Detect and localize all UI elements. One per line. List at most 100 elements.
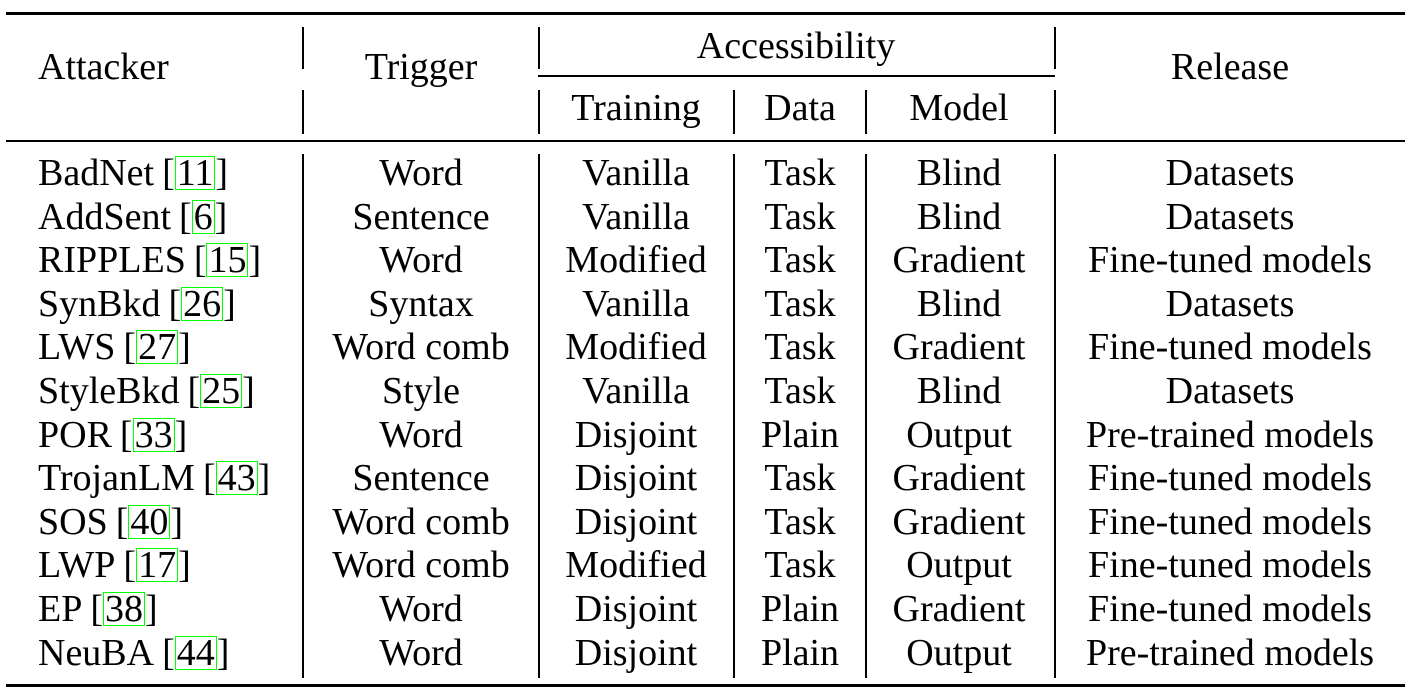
attacker-name: BadNet [38,152,155,194]
table-cell-training: Disjoint [574,414,698,456]
table-cell-model: Gradient [892,239,1026,281]
citation-bracket: ] [257,457,271,499]
citation-bracket: ] [216,632,230,674]
attacker-name: RIPPLES [38,239,186,281]
citation-bracket: [ [168,283,182,325]
table-cell-trigger: Word comb [332,501,510,543]
citation-bracket: ] [178,544,191,586]
citation-bracket: ] [215,152,228,194]
table-cell-trigger: Syntax [368,283,474,325]
citation-bracket: [ [187,370,201,412]
citation-bracket: [ [162,152,175,194]
citation-link[interactable]: 11 [174,152,216,194]
table-cell-release: Pre-trained models [1085,414,1375,456]
table-cell-model: Output [906,414,1012,456]
table-cell-trigger: Sentence [352,196,490,238]
table-row-attacker: StyleBkd [25] [38,369,255,413]
table-cell-model: Output [906,632,1012,674]
citation-link[interactable]: 15 [206,239,249,281]
citation-link[interactable]: 40 [128,501,171,543]
table-cell-training: Disjoint [574,588,698,630]
table-cell-training: Modified [565,544,707,586]
citation-link[interactable]: 33 [132,414,175,456]
table-cell-trigger: Style [381,370,461,412]
accessibility-underline [538,75,1055,77]
table-cell-training: Modified [565,239,707,281]
header-divider [1054,90,1056,134]
header-divider [302,90,304,134]
table-cell-data: Task [764,152,836,194]
table-cell-release: Datasets [1165,152,1295,194]
table-cell-data: Task [764,457,836,499]
citation-bracket: [ [90,588,104,630]
column-divider [865,154,867,678]
citation-bracket: ] [248,239,262,281]
citation-bracket: ] [170,501,184,543]
table-cell-data: Task [764,326,836,368]
citation-bracket: ] [242,370,255,412]
table-cell-trigger: Word [379,588,463,630]
column-divider [302,154,304,678]
table-cell-release: Fine-tuned models [1088,501,1372,543]
header-data: Data [764,87,836,129]
citation-link[interactable]: 38 [103,588,146,630]
table-row-attacker: NeuBA [44] [38,631,229,675]
header-trigger: Trigger [364,46,478,88]
table-cell-release: Fine-tuned models [1088,588,1372,630]
column-divider [538,154,540,678]
citation-link[interactable]: 6 [191,196,215,238]
table-cell-release: Datasets [1165,370,1295,412]
table-cell-training: Disjoint [574,632,698,674]
attacker-name: LWS [38,326,116,368]
citation-bracket: [ [119,414,133,456]
table-cell-trigger: Word comb [332,544,510,586]
table-row-attacker: BadNet [11] [38,151,228,195]
table-cell-model: Gradient [892,326,1026,368]
top-rule [6,12,1405,15]
table-cell-data: Plain [760,588,840,630]
header-attacker: Attacker [38,46,169,88]
table-cell-model: Blind [916,152,1002,194]
table-cell-data: Plain [760,414,840,456]
table-row-attacker: AddSent [6] [38,195,227,239]
table-cell-data: Task [764,501,836,543]
table-cell-data: Task [764,239,836,281]
table-cell-trigger: Word [379,152,463,194]
attacker-name: POR [38,414,112,456]
table-cell-model: Blind [916,283,1002,325]
table-row-attacker: EP [38] [38,587,158,631]
citation-bracket: [ [202,457,216,499]
table-cell-trigger: Word [379,239,463,281]
attacker-name: StyleBkd [38,370,180,412]
bottom-rule [6,684,1405,687]
citation-link[interactable]: 27 [136,326,179,368]
table-cell-model: Gradient [892,457,1026,499]
table-cell-release: Datasets [1165,196,1295,238]
table-cell-release: Fine-tuned models [1088,544,1372,586]
citation-link[interactable]: 17 [136,544,179,586]
citation-link[interactable]: 26 [181,283,224,325]
header-bottom-rule [6,140,1405,142]
table-cell-data: Task [764,544,836,586]
table-row-attacker: RIPPLES [15] [38,238,261,282]
table-cell-release: Datasets [1165,283,1295,325]
citation-link[interactable]: 25 [200,370,243,412]
table-cell-model: Gradient [892,588,1026,630]
table-cell-training: Modified [565,326,707,368]
citation-bracket: [ [179,196,192,238]
attacker-name: SynBkd [38,283,161,325]
citation-link[interactable]: 43 [215,457,258,499]
table-cell-release: Fine-tuned models [1088,239,1372,281]
table-cell-training: Disjoint [574,501,698,543]
citation-link[interactable]: 44 [174,632,217,674]
table-cell-data: Task [764,283,836,325]
citation-bracket: ] [145,588,158,630]
attacker-name: LWP [38,544,116,586]
attacker-name: EP [38,588,83,630]
table-cell-training: Vanilla [582,196,690,238]
table-cell-training: Vanilla [582,370,690,412]
header-model: Model [909,87,1009,129]
header-training: Training [571,87,701,129]
header-release: Release [1170,46,1290,88]
attacker-name: TrojanLM [38,457,195,499]
